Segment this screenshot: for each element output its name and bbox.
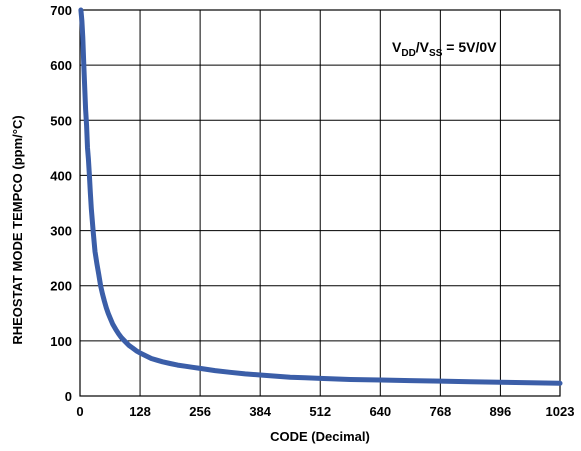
y-tick-label: 500	[50, 113, 72, 128]
annot-ss: SS	[429, 48, 443, 59]
y-axis-title: RHEOSTAT MODE TEMPCO (ppm/°C)	[10, 115, 25, 344]
y-tick-label: 600	[50, 58, 72, 73]
x-tick-label: 384	[249, 404, 271, 419]
supply-annotation: VDD/VSS = 5V/0V	[392, 39, 497, 59]
y-tick-label: 100	[50, 334, 72, 349]
annot-dd: DD	[401, 48, 415, 59]
tempco-series-line	[78, 7, 563, 386]
annot-v: V	[392, 39, 402, 55]
grid-lines	[80, 10, 560, 396]
x-tick-label: 896	[490, 404, 512, 419]
x-tick-label: 640	[369, 404, 391, 419]
x-tick-label: 768	[430, 404, 452, 419]
x-tick-labels: 0 128 256 384 512 640 768 896 1023	[76, 404, 574, 419]
y-tick-label: 700	[50, 3, 72, 18]
x-tick-label: 1023	[546, 404, 575, 419]
x-tick-label: 512	[309, 404, 331, 419]
x-tick-label: 0	[76, 404, 83, 419]
y-tick-label: 300	[50, 224, 72, 239]
annot-rest: = 5V/0V	[442, 39, 497, 55]
y-tick-label: 0	[65, 389, 72, 404]
x-tick-label: 128	[129, 404, 151, 419]
plot-frame	[79, 9, 561, 397]
y-tick-label: 200	[50, 279, 72, 294]
y-tick-label: 400	[50, 168, 72, 183]
x-axis-title: CODE (Decimal)	[270, 429, 370, 444]
annot-slash: /V	[416, 39, 430, 55]
x-tick-label: 256	[189, 404, 211, 419]
y-tick-labels: 0 100 200 300 400 500 600 700	[50, 3, 72, 404]
